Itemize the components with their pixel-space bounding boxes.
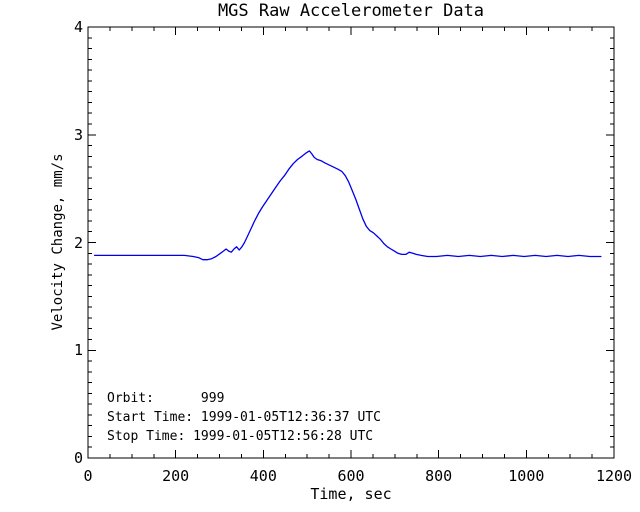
x-tick-label: 800 — [425, 467, 453, 485]
x-tick-label: 1000 — [508, 467, 545, 485]
y-tick-label: 0 — [73, 449, 83, 467]
y-tick-label: 4 — [73, 18, 83, 36]
x-tick-label: 1200 — [595, 467, 633, 485]
annotation-stop-time: Stop Time: 1999-01-05T12:56:28 UTC — [107, 429, 374, 444]
x-tick-label: 600 — [337, 467, 365, 485]
data-line-velocity-change — [93, 150, 602, 261]
x-tick-label: 0 — [83, 467, 93, 485]
y-tick-label: 2 — [73, 233, 83, 252]
annotation-start-time: Start Time: 1999-01-05T12:36:37 UTC — [107, 410, 381, 425]
y-tick-label: 1 — [73, 341, 83, 360]
annotation-orbit: Orbit: 999 — [107, 391, 225, 406]
x-tick-label: 200 — [162, 467, 190, 485]
y-tick-label: 3 — [73, 125, 83, 144]
annotation-block: Orbit: 999 Start Time: 1999-01-05T12:36:… — [107, 389, 381, 446]
x-tick-label: 400 — [249, 467, 277, 485]
x-axis-label: Time, sec — [310, 485, 392, 503]
chart-title: MGS Raw Accelerometer Data — [217, 1, 485, 21]
